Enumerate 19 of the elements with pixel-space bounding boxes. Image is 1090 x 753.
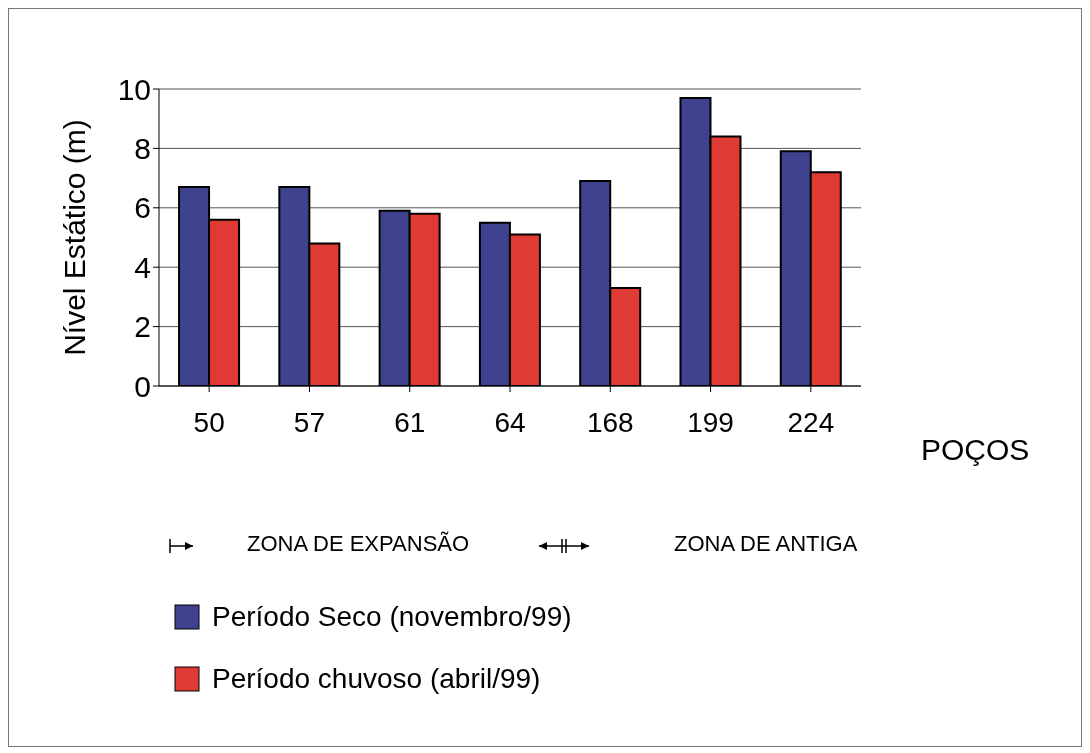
text: ZONA DE EXPANSÃO [247,531,470,557]
y-tick-label: 4 [134,250,151,284]
y-tick-label: 10 [117,72,151,106]
x-tick-label: 57 [293,406,326,438]
legend-label: Período Seco (novembro/99) [212,601,572,633]
x-tick-label: 61 [394,406,426,438]
y-tick-label: 2 [134,310,151,344]
legend-label: Período chuvoso (abril/99) [212,663,541,695]
x-tick-label: 224 [787,406,835,438]
text: ZONA DE ANTIGA [674,531,858,557]
x-tick-label: 168 [586,406,634,438]
x-axis-title: POÇOS [921,433,1030,467]
x-tick-label: 50 [193,406,225,438]
y-tick-label: 6 [134,191,151,225]
x-tick-label: 64 [494,406,526,438]
y-axis-title: Nível Estático (m) [57,119,91,356]
y-tick-label: 8 [134,132,151,166]
y-tick-label: 0 [134,369,151,403]
x-tick-label: 199 [687,406,734,438]
